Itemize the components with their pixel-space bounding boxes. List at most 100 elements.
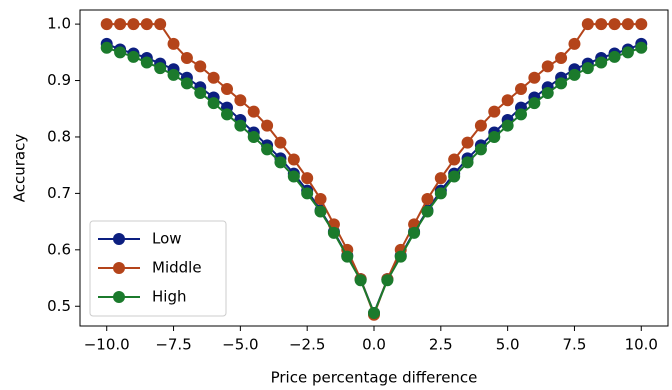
- data-point: [568, 37, 581, 50]
- data-point: [621, 18, 634, 31]
- data-point: [114, 18, 127, 31]
- data-point: [234, 119, 247, 132]
- data-point: [234, 94, 247, 107]
- legend-box: [89, 220, 227, 317]
- data-point: [154, 18, 167, 31]
- y-axis-label: Accuracy: [11, 134, 29, 203]
- data-point: [261, 119, 274, 132]
- x-tick-label: 2.5: [429, 336, 453, 354]
- y-tick-label: 0.8: [47, 127, 71, 145]
- y-tick-label: 1.0: [47, 15, 71, 33]
- data-point: [581, 18, 594, 31]
- data-point: [354, 274, 367, 287]
- legend-label: Middle: [152, 259, 202, 277]
- data-point: [621, 46, 634, 59]
- data-point: [247, 105, 260, 118]
- legend-marker: [113, 262, 125, 274]
- data-point: [221, 83, 233, 95]
- data-point: [608, 50, 621, 63]
- data-point: [261, 143, 274, 156]
- data-point: [368, 307, 380, 320]
- data-point: [488, 130, 501, 143]
- y-tick-label: 0.6: [47, 240, 71, 258]
- data-point: [180, 51, 193, 64]
- data-point: [635, 41, 648, 54]
- data-point: [474, 143, 487, 156]
- x-tick-label: −10.0: [84, 336, 130, 354]
- x-tick-label: −5.0: [222, 336, 258, 354]
- data-point: [408, 226, 421, 239]
- data-point: [448, 153, 461, 166]
- data-point: [274, 156, 287, 169]
- data-point: [541, 60, 554, 73]
- data-point: [314, 205, 327, 218]
- data-point: [221, 108, 233, 121]
- data-point: [194, 86, 207, 99]
- data-point: [635, 18, 648, 31]
- data-point: [555, 51, 568, 64]
- data-point: [114, 46, 127, 59]
- x-tick-label: 7.5: [563, 336, 587, 354]
- data-point: [207, 71, 220, 84]
- data-point: [140, 18, 153, 31]
- data-point: [595, 56, 608, 69]
- x-tick-label: −2.5: [289, 336, 325, 354]
- data-point: [167, 68, 180, 81]
- data-point: [555, 77, 568, 90]
- x-tick-label: 10.0: [625, 336, 658, 354]
- data-point: [394, 250, 407, 263]
- data-point: [515, 83, 527, 95]
- data-point: [501, 119, 514, 132]
- x-tick-label: 5.0: [496, 336, 520, 354]
- y-tick-label: 0.9: [47, 71, 71, 89]
- legend-label: High: [152, 288, 186, 306]
- data-point: [287, 153, 300, 166]
- data-point: [568, 68, 581, 81]
- data-point: [474, 119, 487, 132]
- y-tick-label: 0.7: [47, 184, 71, 202]
- legend-label: Low: [152, 230, 182, 248]
- data-point: [461, 156, 474, 169]
- data-point: [501, 94, 514, 107]
- data-point: [488, 105, 501, 118]
- legend-marker: [113, 291, 125, 303]
- data-point: [100, 18, 113, 31]
- data-point: [421, 193, 434, 206]
- data-point: [301, 172, 314, 185]
- data-point: [461, 136, 474, 149]
- data-point: [287, 170, 300, 183]
- x-axis-label: Price percentage difference: [271, 369, 478, 387]
- data-point: [301, 187, 314, 200]
- data-point: [327, 226, 340, 239]
- data-point: [595, 18, 608, 31]
- y-tick-label: 0.5: [47, 297, 71, 315]
- data-point: [341, 250, 354, 263]
- data-point: [581, 62, 594, 75]
- x-tick-label: −7.5: [155, 336, 191, 354]
- data-point: [314, 193, 327, 206]
- data-point: [140, 56, 153, 69]
- data-point: [515, 108, 527, 121]
- data-point: [127, 18, 140, 31]
- data-point: [274, 136, 287, 149]
- data-point: [434, 172, 447, 185]
- data-point: [528, 71, 541, 84]
- data-point: [448, 170, 461, 183]
- data-point: [608, 18, 621, 31]
- x-tick-label: 0.0: [362, 336, 386, 354]
- data-point: [167, 37, 180, 50]
- data-point: [154, 62, 167, 75]
- legend-marker: [113, 233, 125, 245]
- data-point: [247, 130, 260, 143]
- data-point: [541, 86, 554, 99]
- data-point: [180, 77, 193, 90]
- data-point: [207, 97, 220, 110]
- data-point: [421, 205, 434, 218]
- data-point: [194, 60, 207, 73]
- data-point: [434, 187, 447, 200]
- data-point: [127, 50, 140, 63]
- data-point: [100, 41, 113, 54]
- data-point: [528, 97, 541, 110]
